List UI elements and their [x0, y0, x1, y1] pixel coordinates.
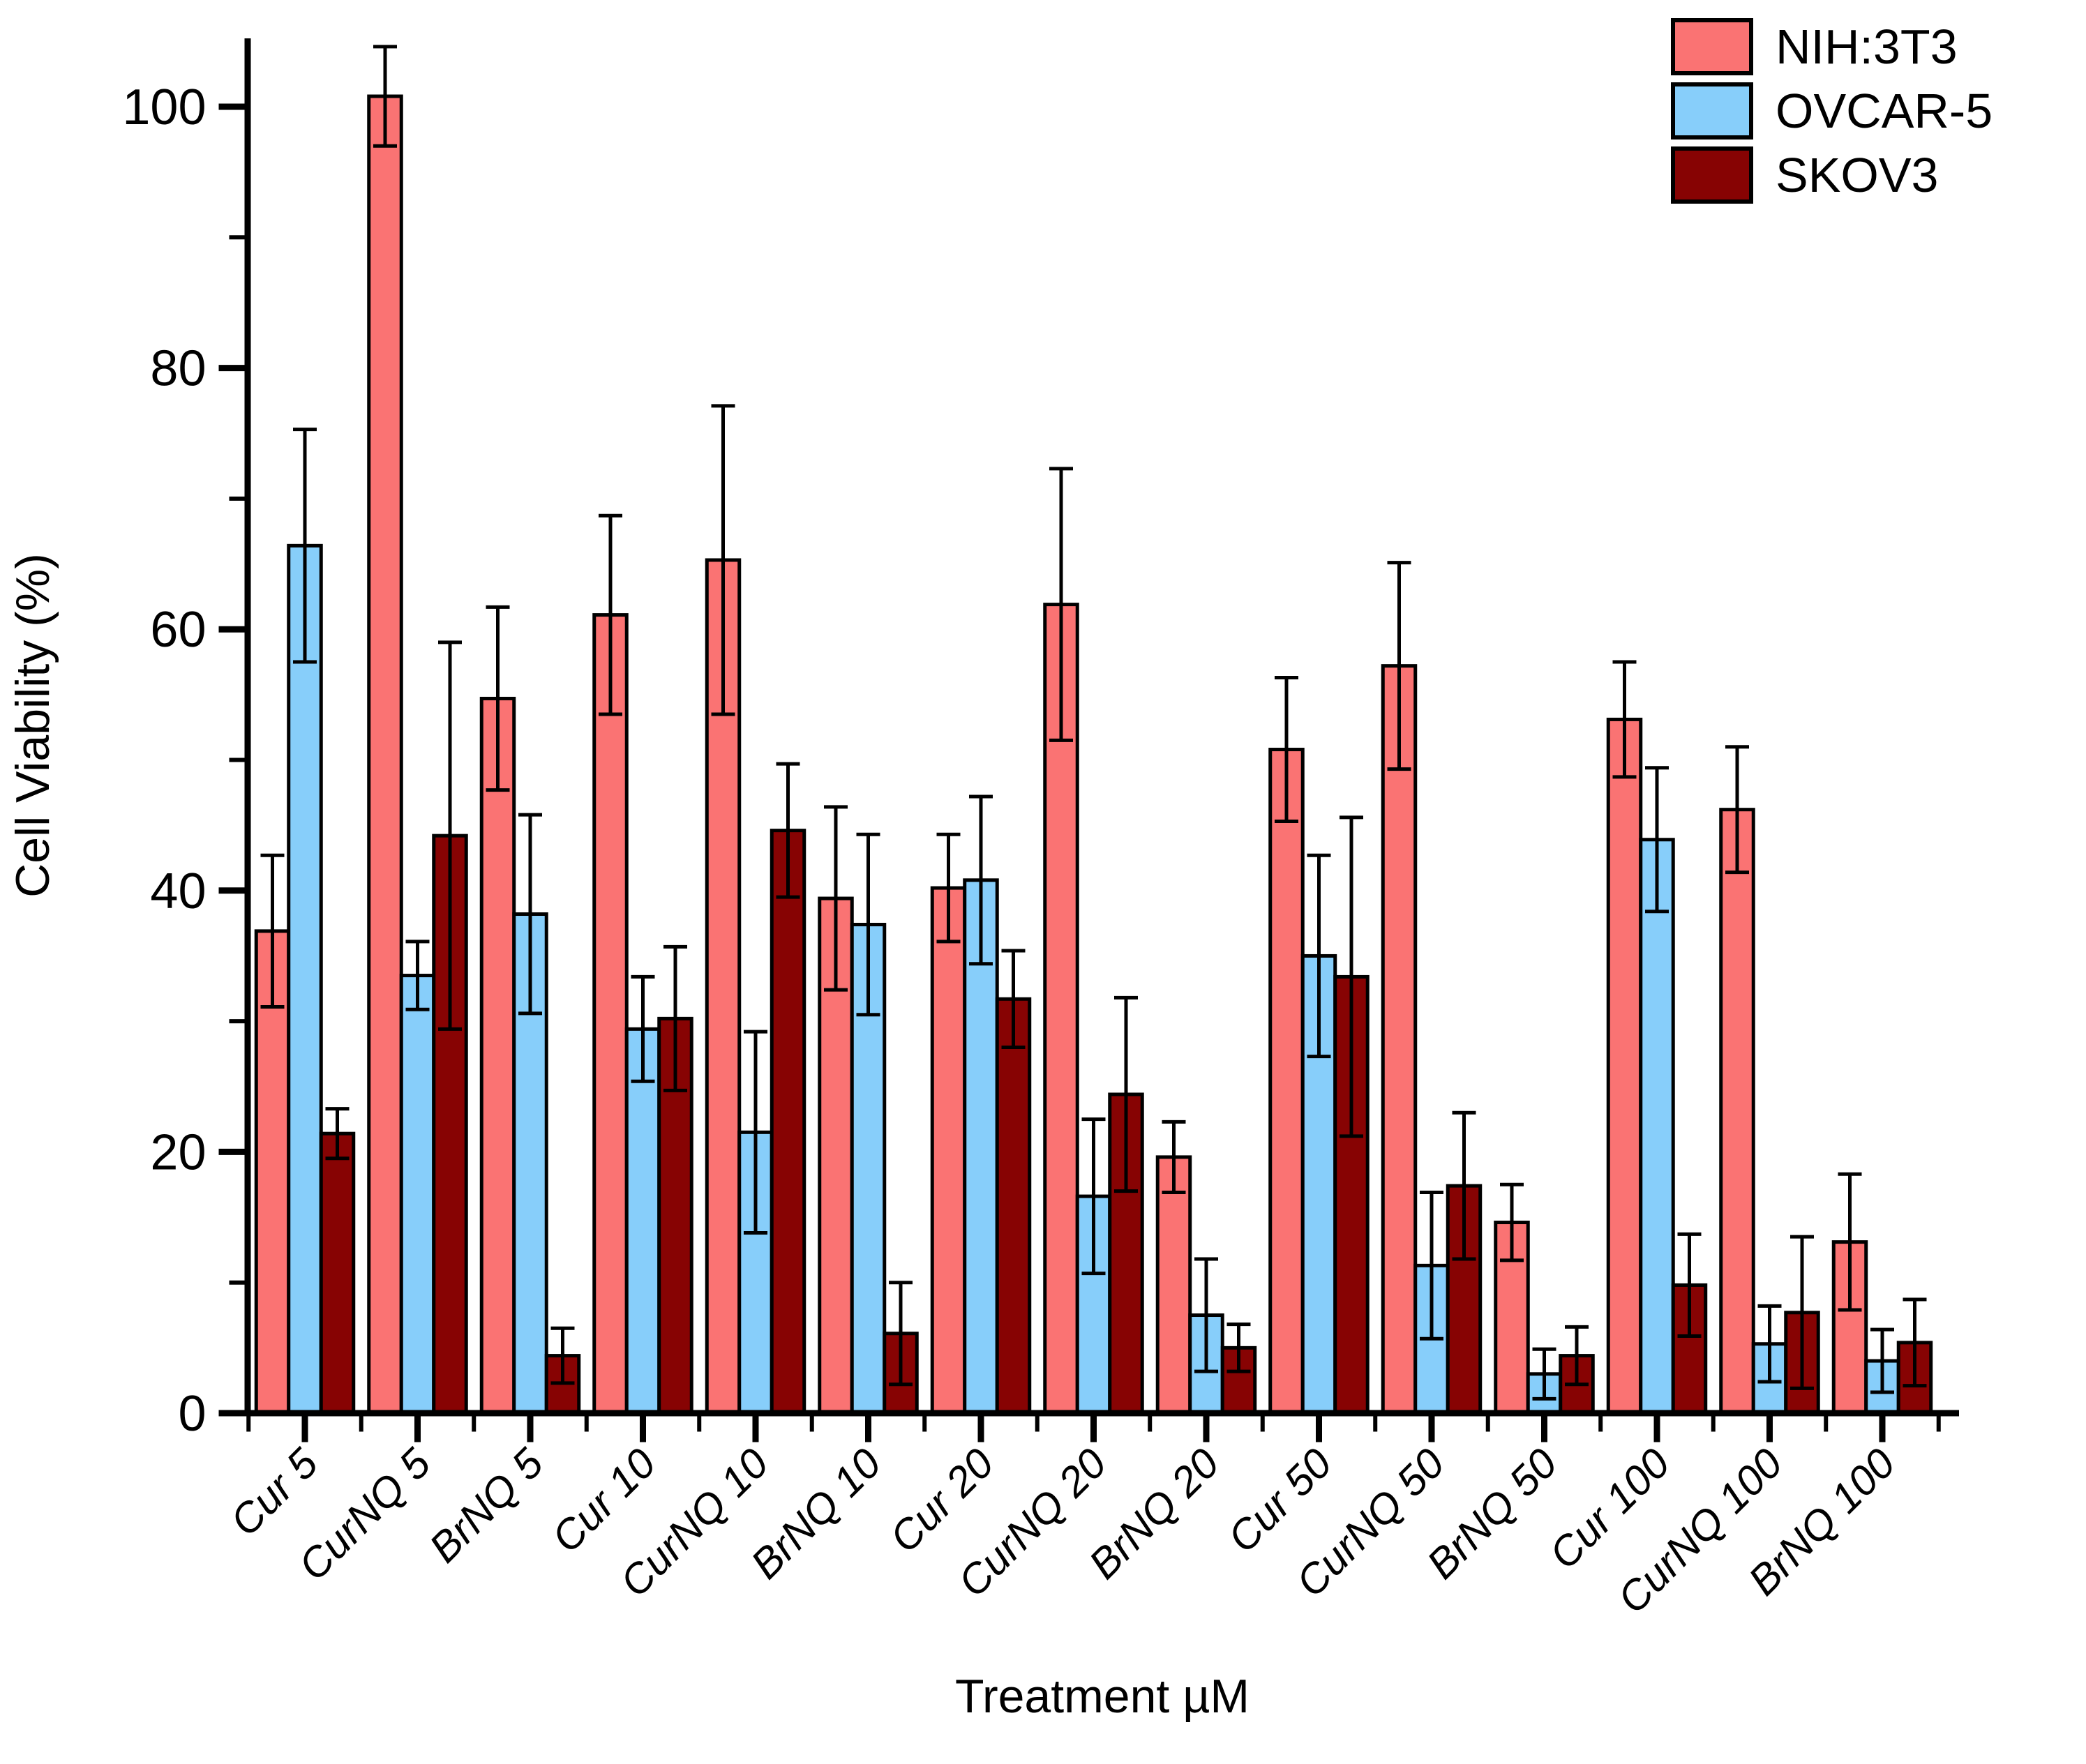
x-axis-line	[244, 1410, 1959, 1417]
y-axis-title: Cell Viability (%)	[6, 553, 59, 898]
legend-label-nih3t3: NIH:3T3	[1776, 20, 1958, 74]
bar-NIH:3T3-Cur 10	[592, 613, 629, 1415]
bar-OVCAR-5-Cur 5	[287, 543, 323, 1415]
bar-OVCAR-5-Cur 100	[1639, 838, 1675, 1415]
legend-label-ovcar5: OVCAR-5	[1776, 84, 1993, 138]
y-tick-label-20: 20	[150, 1124, 206, 1180]
legend: NIH:3T3 OVCAR-5 SKOV3	[1671, 18, 1993, 211]
bar-NIH:3T3-BrNQ 5	[479, 696, 516, 1415]
bar-OVCAR-5-CurNQ 5	[399, 974, 436, 1415]
y-tick-label-0: 0	[178, 1386, 206, 1442]
x-tick-label-Cur 5: Cur 5	[221, 1439, 327, 1545]
legend-item-nih3t3: NIH:3T3	[1671, 18, 1993, 75]
bar-NIH:3T3-Cur 50	[1268, 748, 1305, 1415]
legend-swatch-skov3	[1671, 146, 1753, 204]
bar-SKOV3-CurNQ 10	[770, 829, 806, 1415]
y-tick-label-100: 100	[122, 80, 206, 135]
x-tick-label-BrNQ 5: BrNQ 5	[420, 1439, 552, 1571]
y-tick-label-40: 40	[150, 864, 206, 919]
bar-OVCAR-5-Cur 10	[624, 1027, 661, 1415]
bar-NIH:3T3-CurNQ 100	[1719, 808, 1755, 1415]
bar-NIH:3T3-Cur 100	[1606, 717, 1643, 1415]
legend-swatch-ovcar5	[1671, 82, 1753, 140]
legend-swatch-nih3t3	[1671, 18, 1753, 75]
bar-NIH:3T3-CurNQ 5	[367, 94, 403, 1415]
legend-label-skov3: SKOV3	[1776, 148, 1939, 202]
bar-NIH:3T3-Cur 20	[930, 886, 967, 1415]
y-tick-label-60: 60	[150, 602, 206, 658]
legend-item-skov3: SKOV3	[1671, 146, 1993, 204]
bar-SKOV3-Cur 20	[995, 997, 1032, 1415]
bar-NIH:3T3-BrNQ 20	[1155, 1155, 1192, 1415]
legend-item-ovcar5: OVCAR-5	[1671, 82, 1993, 140]
x-axis-title: Treatment µM	[955, 1670, 1250, 1723]
bar-NIH:3T3-CurNQ 50	[1381, 664, 1418, 1415]
y-tick-label-80: 80	[150, 341, 206, 397]
bar-SKOV3-Cur 5	[319, 1131, 356, 1415]
y-axis-line	[244, 38, 251, 1417]
